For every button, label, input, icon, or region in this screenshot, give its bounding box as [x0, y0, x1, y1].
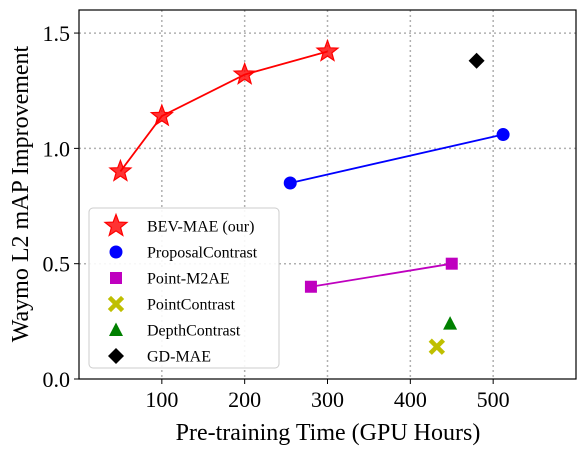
legend-marker	[109, 322, 123, 336]
y-tick-label: 1.5	[43, 21, 71, 46]
series-line	[119, 50, 328, 172]
legend-marker	[107, 295, 125, 313]
legend: BEV-MAE (our) ProposalContrast Point-M2AE P…	[88, 207, 280, 369]
y-axis-title: Waymo L2 mAP Improvement	[8, 45, 34, 342]
data-point	[468, 52, 485, 69]
series-layer	[108, 38, 510, 355]
legend-marker-stroke	[107, 295, 125, 313]
series-4	[443, 316, 458, 330]
series-5	[468, 52, 485, 69]
series-2	[304, 257, 458, 293]
x-tick-label: 100	[145, 387, 178, 412]
legend-label: BEV-MAE (our)	[147, 219, 254, 236]
legend-label: Point-M2AE	[147, 271, 230, 288]
legend-box	[88, 207, 280, 369]
ticks: 100 200 300 400 500 0.0 0.5 1.0 1.5	[43, 21, 510, 412]
series-0	[108, 38, 340, 182]
y-tick-label: 0.5	[43, 252, 71, 277]
legend-label: GD-MAE	[147, 349, 211, 366]
y-tick-label: 1.0	[43, 136, 71, 161]
x-tick-label: 200	[228, 387, 261, 412]
data-point-stroke	[428, 338, 446, 355]
data-point	[283, 176, 297, 190]
data-point	[149, 103, 174, 127]
x-axis-title: Pre-training Time (GPU Hours)	[176, 420, 481, 446]
legend-marker	[110, 272, 122, 284]
x-tick-label: 300	[311, 387, 344, 412]
legend-marker	[108, 348, 124, 364]
data-point	[428, 338, 446, 355]
legend-label: ProposalContrast	[147, 245, 258, 262]
data-point	[232, 61, 257, 85]
data-point	[315, 38, 340, 62]
data-point	[108, 158, 133, 182]
legend-label: PointContrast	[147, 297, 236, 314]
data-point	[445, 257, 458, 270]
data-point	[496, 128, 510, 142]
series-line	[310, 262, 452, 288]
y-tick-label: 0.0	[43, 367, 71, 392]
legend-label: DepthContrast	[147, 323, 241, 340]
data-point	[443, 316, 458, 330]
data-point	[304, 280, 317, 293]
series-line	[290, 133, 504, 184]
legend-marker	[103, 212, 129, 237]
series-3	[428, 338, 446, 355]
series-1	[283, 128, 510, 190]
x-tick-label: 400	[394, 387, 427, 412]
x-tick-label: 500	[477, 387, 510, 412]
legend-marker	[109, 245, 123, 259]
